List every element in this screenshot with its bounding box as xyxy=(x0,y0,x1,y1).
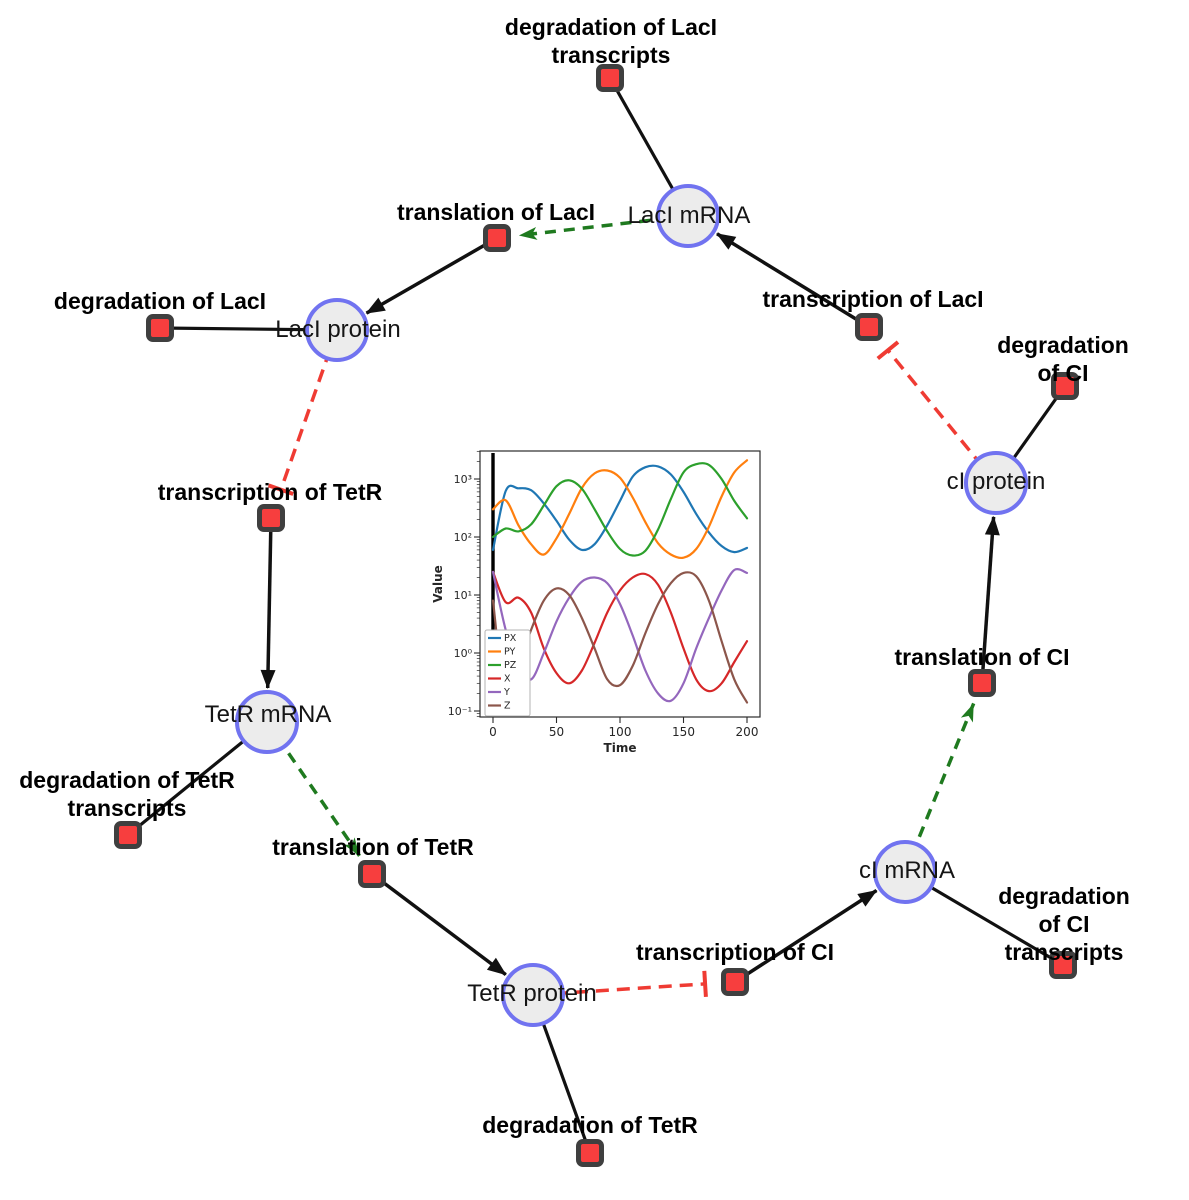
reaction-node-transcription-laci[interactable] xyxy=(855,313,883,341)
x-tick-50: 50 xyxy=(549,725,564,739)
reaction-node-deg-laci-transcripts[interactable] xyxy=(596,64,624,92)
species-label-laci-mrna: LacI mRNA xyxy=(627,202,751,229)
species-node-laci-protein[interactable] xyxy=(305,298,369,362)
legend-label-y: Y xyxy=(503,687,510,698)
simulation-chart: 0 50 100 150 200 10⁻¹ 10⁰ 10¹ 10² 10³ Ti… xyxy=(430,438,775,775)
tbar-ciprotein-inhibits xyxy=(876,340,900,361)
species-node-ci-protein[interactable] xyxy=(964,451,1028,515)
species-label-laci-protein: LacI protein xyxy=(275,316,401,343)
edge-translation-laci-arrow xyxy=(365,236,498,315)
species-label-ci-protein: cI protein xyxy=(946,468,1046,495)
chart-legend: PX PY PZ X Y Z xyxy=(484,629,531,717)
axis-ticks xyxy=(474,478,748,723)
reaction-node-deg-tetr-transcripts[interactable] xyxy=(114,821,142,849)
reaction-node-translation-ci[interactable] xyxy=(968,669,996,697)
reaction-label-deg-tetr-transcripts: degradation of TetR transcripts xyxy=(19,766,235,821)
reaction-node-deg-laci[interactable] xyxy=(146,314,174,342)
legend-label-z: Z xyxy=(504,701,511,712)
species-label-ci-mrna: cI mRNA xyxy=(859,857,955,884)
y-tick-1e-1: 10⁻¹ xyxy=(448,705,472,718)
species-node-laci-mrna[interactable] xyxy=(656,184,720,248)
species-label-tetr-protein: TetR protein xyxy=(467,980,597,1007)
reaction-node-deg-tetr[interactable] xyxy=(576,1139,604,1167)
legend-label-py: PY xyxy=(504,647,516,658)
legend-label-x: X xyxy=(504,674,511,685)
species-node-ci-mrna[interactable] xyxy=(873,840,937,904)
chart-series-Z xyxy=(491,571,749,705)
legend-label-pz: PZ xyxy=(504,660,517,671)
x-axis-title: Time xyxy=(604,741,637,755)
y-tick-1e0: 10⁰ xyxy=(454,647,473,660)
reaction-label-deg-laci-transcripts: degradation of LacI transcripts xyxy=(504,13,718,68)
x-tick-0: 0 xyxy=(489,725,497,739)
species-label-tetr-mrna: TetR mRNA xyxy=(204,701,332,728)
y-tick-1e3: 10³ xyxy=(454,473,472,486)
chart-series-Y xyxy=(491,568,749,703)
chart-series-PY xyxy=(491,459,749,560)
reaction-label-deg-ci: degradation of CI xyxy=(997,331,1129,386)
reaction-label-deg-laci: degradation of LacI xyxy=(53,287,267,314)
reaction-node-deg-ci-transcripts[interactable] xyxy=(1049,951,1077,979)
chart-series-PZ xyxy=(491,462,749,557)
reaction-label-translation-ci: translation of CI xyxy=(894,643,1070,670)
y-tick-1e1: 10¹ xyxy=(454,589,472,602)
tbar-tetrprotein-inhibits xyxy=(702,970,708,998)
tbar-laciprotein-inhibits xyxy=(267,483,294,496)
chart-curves xyxy=(491,459,749,705)
reaction-label-deg-tetr: degradation of TetR xyxy=(482,1111,698,1138)
reaction-node-translation-laci[interactable] xyxy=(483,224,511,252)
reaction-label-transcription-ci: transcription of CI xyxy=(635,938,835,965)
reaction-label-transcription-laci: transcription of LacI xyxy=(762,285,984,312)
edge-transcription-ci-arrow xyxy=(734,889,878,984)
reaction-label-deg-ci-transcripts: degradation of CI transcripts xyxy=(998,882,1130,966)
species-node-tetr-protein[interactable] xyxy=(501,963,565,1027)
legend-label-px: PX xyxy=(504,633,517,644)
reaction-node-transcription-tetr[interactable] xyxy=(257,504,285,532)
reaction-label-translation-tetr: translation of TetR xyxy=(272,833,474,860)
reaction-label-translation-laci: translation of LacI xyxy=(396,198,596,225)
x-tick-100: 100 xyxy=(609,725,632,739)
chart-series-PX xyxy=(491,464,749,554)
reaction-node-transcription-ci[interactable] xyxy=(721,968,749,996)
reaction-node-deg-ci[interactable] xyxy=(1051,372,1079,400)
y-tick-1e2: 10² xyxy=(454,531,472,544)
reaction-node-translation-tetr[interactable] xyxy=(358,860,386,888)
edge-translation-ci-arrow xyxy=(980,515,1000,684)
y-axis-title: Value xyxy=(431,565,445,603)
reaction-label-transcription-tetr: transcription of TetR xyxy=(157,478,383,505)
edge-translation-tetr-arrow xyxy=(370,872,507,976)
y-axis-minor-ticks xyxy=(476,450,480,717)
edge-transcription-tetr-arrow xyxy=(260,517,276,689)
species-node-tetr-mrna[interactable] xyxy=(235,690,299,754)
x-tick-200: 200 xyxy=(736,725,759,739)
x-tick-150: 150 xyxy=(672,725,695,739)
edge-transcription-laci-arrow xyxy=(716,232,870,329)
